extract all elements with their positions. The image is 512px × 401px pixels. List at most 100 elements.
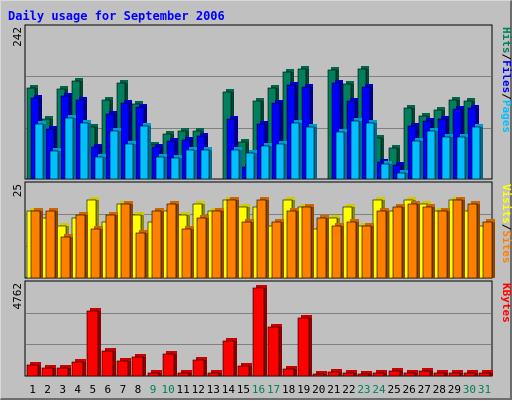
sites-bar <box>45 210 56 279</box>
kbytes-bar-top <box>256 285 267 288</box>
files-bar-top <box>124 100 132 103</box>
kbytes-bar-top <box>166 351 177 354</box>
files-bar-top <box>170 138 178 141</box>
legend-entry: KBytes <box>500 283 512 323</box>
files-bar-top <box>456 106 464 109</box>
kbytes-bar-top <box>90 308 101 311</box>
kbytes-bar <box>388 370 401 377</box>
pages-bar <box>109 130 119 180</box>
kbytes-bar-top <box>346 370 357 373</box>
kbytes-bar-side <box>309 318 312 376</box>
sites-bar-top <box>245 219 254 222</box>
hits-bar-top <box>376 135 384 138</box>
kbytes-bar-side <box>294 369 297 376</box>
sites-bar <box>226 199 237 279</box>
sites-bar-side <box>432 207 435 278</box>
sites-bar-side <box>281 222 284 278</box>
kbytes-bar <box>418 370 431 377</box>
pages-bar-top <box>369 120 377 123</box>
sites-bar-side <box>251 222 254 278</box>
hits-bar-top <box>45 116 53 119</box>
sites-bar-top <box>215 208 224 211</box>
kbytes-bar <box>403 372 416 377</box>
pages-bar <box>396 172 406 180</box>
visits-bar-top <box>346 204 355 207</box>
sites-bar-top <box>335 223 344 226</box>
sites-bar-side <box>356 222 359 278</box>
pages-bar-side <box>405 173 408 179</box>
sites-bar-top <box>290 208 299 211</box>
kbytes-bar-side <box>249 366 252 376</box>
pages-bar-top <box>128 141 136 144</box>
pages-bar-top <box>354 118 362 121</box>
x-tick-label: 2 <box>44 383 51 396</box>
kbytes-bar-top <box>286 366 297 369</box>
sites-bar <box>90 228 101 279</box>
sites-bar <box>166 203 177 279</box>
pages-bar-top <box>159 154 167 157</box>
legend-entry: Hits <box>500 27 512 54</box>
pages-bar <box>230 149 240 180</box>
kbytes-bar-top <box>301 315 312 318</box>
sites-bar-side <box>191 229 194 278</box>
sites-bar-side <box>326 218 329 278</box>
pages-bar-side <box>103 157 106 179</box>
pages-bar-side <box>164 157 167 179</box>
sites-bar-top <box>185 226 194 229</box>
pages-bar <box>170 157 180 180</box>
hits-bar-top <box>181 128 189 131</box>
sites-bar <box>196 217 207 279</box>
pages-bar-top <box>430 128 438 131</box>
pages-bar <box>380 163 390 180</box>
kbytes-bar-side <box>174 354 177 376</box>
pages-bar-side <box>465 137 468 179</box>
visits-bar-top <box>241 204 250 207</box>
sites-bar-top <box>94 226 103 229</box>
x-tick-label: 18 <box>282 383 295 396</box>
sites-bar <box>60 236 71 279</box>
hits-bar-top <box>301 66 309 69</box>
pages-bar-side <box>88 123 91 179</box>
sites-bar <box>376 210 387 279</box>
legend-entry: / <box>500 224 512 231</box>
files-bar-top <box>109 111 117 114</box>
kbytes-bar <box>192 359 205 377</box>
files-bar-top <box>335 80 343 83</box>
kbytes-bar-side <box>113 351 116 376</box>
hits-bar-top <box>407 105 415 108</box>
pages-bar-top <box>53 148 61 151</box>
kbytes-bar-top <box>316 371 327 374</box>
hits-bar-top <box>467 98 475 101</box>
sites-bar-top <box>275 219 284 222</box>
sites-bar-side <box>492 222 495 278</box>
kbytes-bar <box>222 340 235 377</box>
hits-bar-top <box>346 81 354 84</box>
kbytes-bar-side <box>369 374 372 376</box>
sites-bar <box>211 210 222 279</box>
sites-bar-side <box>477 204 480 278</box>
kbytes-bar <box>433 372 446 377</box>
kbytes-bar-top <box>331 369 342 372</box>
visits-bar-top <box>331 215 340 218</box>
sites-bar <box>316 217 327 279</box>
kbytes-bar-side <box>219 373 222 376</box>
files-bar-top <box>49 126 57 129</box>
x-tick-label: 25 <box>387 383 400 396</box>
hits-bar-top <box>437 107 445 110</box>
sites-bar-top <box>155 208 164 211</box>
legend-entry: Files <box>500 60 512 93</box>
kbytes-bar <box>101 350 114 377</box>
hits-bar-top <box>30 85 38 88</box>
sites-bar-side <box>161 211 164 278</box>
kbytes-bar-side <box>68 368 71 376</box>
kbytes-bar-top <box>407 370 418 373</box>
x-tick-label: 1 <box>29 383 36 396</box>
sites-bar-top <box>139 230 148 233</box>
pages-bar-top <box>143 123 151 126</box>
middle-legend: Visits/Sites <box>500 184 512 264</box>
sites-bar <box>437 210 448 279</box>
legend-entry: / <box>500 54 512 61</box>
sites-bar-side <box>371 226 374 278</box>
